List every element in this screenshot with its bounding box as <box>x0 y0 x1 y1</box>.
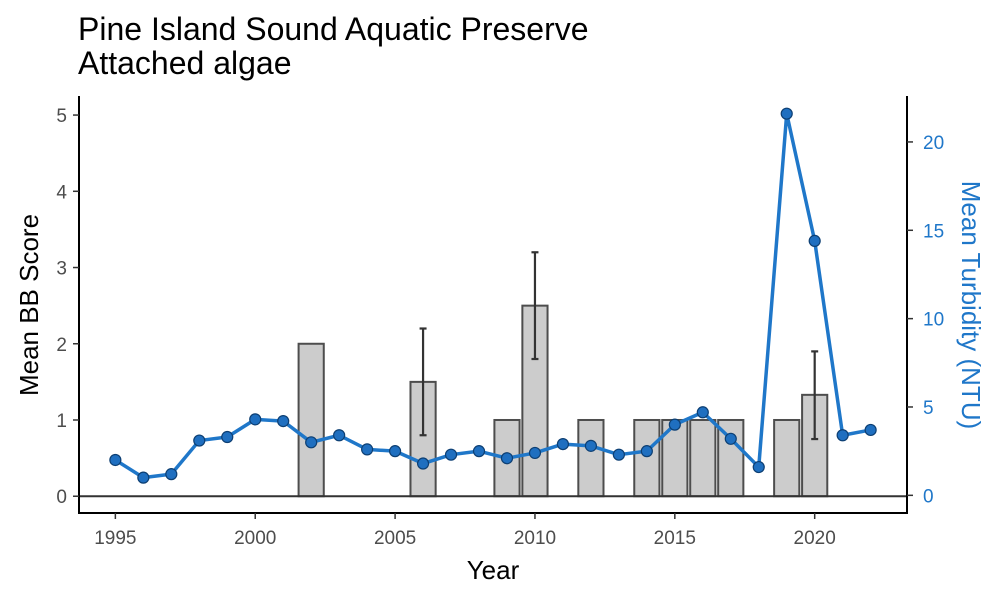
y-tick-label-0: 0 <box>56 487 67 508</box>
y2-tick-label-5: 5 <box>923 398 934 419</box>
x-tick-label-1995: 1995 <box>94 528 136 549</box>
y-tick-label-1: 1 <box>56 411 67 432</box>
turbidity-point-2000 <box>249 413 262 426</box>
turbidity-point-1996 <box>137 471 150 484</box>
x-tick-label-2010: 2010 <box>514 528 556 549</box>
turbidity-point-2004 <box>361 443 374 456</box>
turbidity-point-1995 <box>109 453 122 467</box>
turbidity-point-1997 <box>165 468 178 481</box>
y-tick-label-4: 4 <box>56 182 67 203</box>
turbidity-line <box>114 111 871 480</box>
error-bar-2020 <box>811 350 819 441</box>
turbidity-point-2010 <box>528 446 542 460</box>
axes: 1995 2000 2005 2010 2015 2020 0 1 2 3 4 5 0 5 10 15 20 <box>56 96 944 549</box>
y2-axis-title: Mean Turbidity (NTU) <box>956 181 986 430</box>
x-tick-label-2020: 2020 <box>794 528 836 549</box>
turbidity-point-2012 <box>584 439 598 452</box>
turbidity-point-2009 <box>500 452 514 465</box>
x-tick-label-2005: 2005 <box>374 528 416 549</box>
turbidity-point-2016 <box>696 406 709 419</box>
y-tick-label-3: 3 <box>56 259 67 280</box>
turbidity-point-2020 <box>808 234 821 247</box>
turbidity-point-2003 <box>333 429 346 442</box>
turbidity-point-2017 <box>724 432 737 445</box>
y2-tick-label-10: 10 <box>923 310 944 331</box>
turbidity-point-2015 <box>668 418 681 431</box>
bar-2016 <box>689 418 717 498</box>
y-tick-label-5: 5 <box>56 106 67 127</box>
error-bar-2006 <box>419 327 427 437</box>
chart-title: Pine Island Sound Aquatic Preserve <box>78 11 589 47</box>
turbidity-point-2018 <box>752 460 765 474</box>
turbidity-point-2008 <box>472 445 486 458</box>
bar-2002 <box>297 342 325 498</box>
turbidity-point-2001 <box>277 415 290 428</box>
turbidity-point-2021 <box>836 429 849 442</box>
y2-tick-label-15: 15 <box>923 221 944 242</box>
y-axis-title: Mean BB Score <box>14 214 44 396</box>
turbidity-point-2002 <box>305 436 318 449</box>
x-tick-label-2015: 2015 <box>654 528 696 549</box>
turbidity-point-2013 <box>612 448 625 461</box>
turbidity-point-1999 <box>221 430 234 444</box>
error-bar-2010 <box>531 251 539 361</box>
bar-2012 <box>577 418 605 498</box>
bar-2014 <box>633 418 661 498</box>
turbidity-point-1998 <box>193 434 206 447</box>
turbidity-point-2005 <box>388 445 402 458</box>
turbidity-point-2011 <box>556 437 570 451</box>
turbidity-point-2019 <box>780 107 793 120</box>
y-tick-label-2: 2 <box>56 335 67 356</box>
chart-subtitle: Attached algae <box>78 45 292 81</box>
y2-tick-label-20: 20 <box>923 133 944 154</box>
turbidity-point-2014 <box>640 445 653 458</box>
turbidity-point-2022 <box>864 423 877 437</box>
y2-tick-label-0: 0 <box>923 486 934 507</box>
x-axis-title: Year <box>467 555 520 585</box>
x-tick-label-2000: 2000 <box>234 528 276 549</box>
plot-area <box>79 107 907 498</box>
turbidity-point-2006 <box>416 457 430 470</box>
bar-2019 <box>773 418 801 498</box>
turbidity-point-2007 <box>444 448 458 461</box>
